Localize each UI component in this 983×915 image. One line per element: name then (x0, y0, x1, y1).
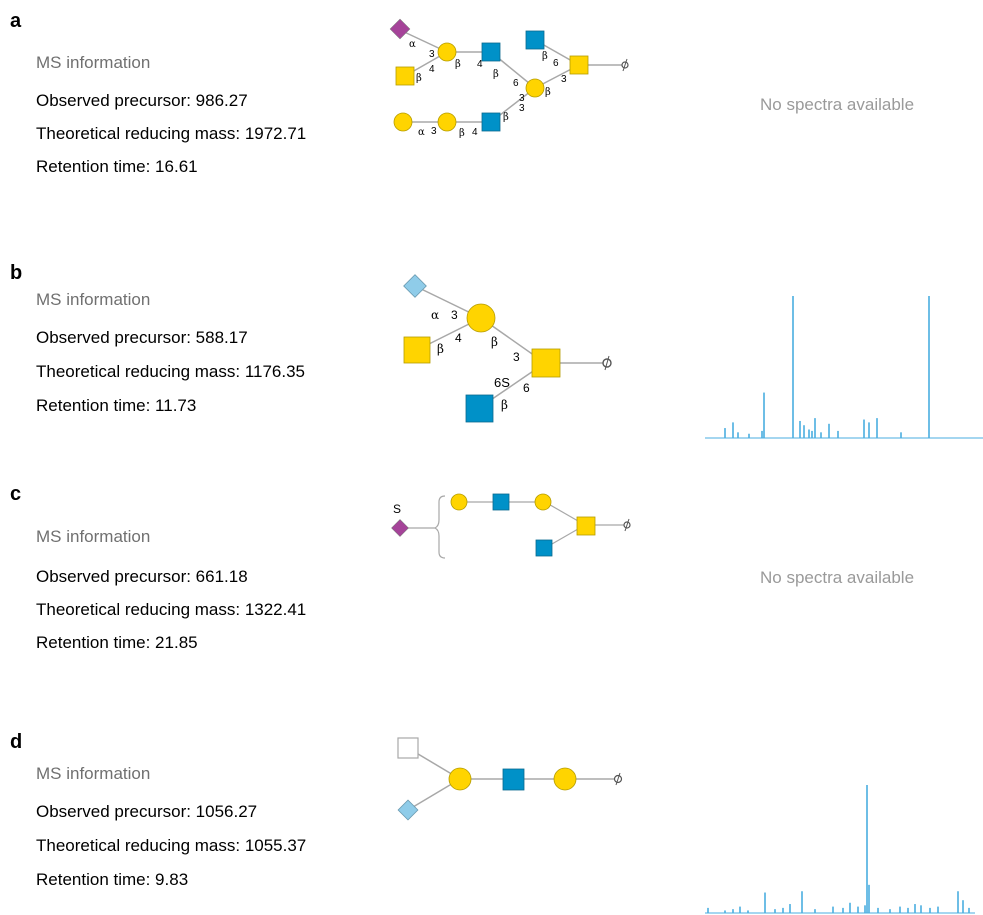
ms-information-header: MS information (36, 290, 151, 309)
glcnac-square-icon (481, 112, 501, 132)
svg-text:α: α (409, 39, 416, 50)
svg-text:3: 3 (429, 49, 435, 60)
galactose-circle-icon (393, 112, 413, 132)
svg-text:β: β (501, 398, 508, 412)
neu5ac-icon (389, 18, 411, 40)
ms-information-header: MS information (36, 764, 151, 783)
glcnac-square-icon (492, 493, 510, 511)
observed-precursor: Observed precursor: 588.17 (36, 328, 248, 347)
galactose-circle-icon (466, 303, 496, 333)
svg-text:β: β (542, 51, 548, 62)
svg-text:3: 3 (431, 126, 437, 137)
svg-text:β: β (416, 73, 422, 84)
svg-text:β: β (493, 69, 499, 80)
retention-time: Retention time: 11.73 (36, 396, 197, 415)
theoretical-reducing-mass: Theoretical reducing mass: 1055.37 (36, 836, 307, 855)
glycan-structure-b: α 3 4 β β 3 6S 6 β (403, 274, 612, 423)
svg-text:3: 3 (451, 308, 458, 322)
panel-letter-b: b (10, 262, 23, 284)
unknown-monosaccharide-icon (397, 737, 419, 759)
observed-precursor: Observed precursor: 986.27 (36, 91, 248, 110)
svg-text:3: 3 (561, 74, 567, 85)
svg-text:6: 6 (513, 78, 519, 89)
svg-text:3: 3 (519, 103, 525, 114)
svg-text:4: 4 (455, 331, 462, 345)
theoretical-reducing-mass: Theoretical reducing mass: 1322.41 (36, 600, 307, 619)
galactose-circle-icon (534, 493, 552, 511)
neu5gc-icon (397, 799, 419, 821)
svg-text:β: β (459, 128, 465, 139)
svg-text:6: 6 (523, 381, 530, 395)
galactose-circle-icon (437, 112, 457, 132)
svg-text:4: 4 (477, 59, 483, 70)
retention-time: Retention time: 21.85 (36, 633, 198, 652)
galactose-circle-icon (448, 767, 472, 791)
galactosamine-square-icon (576, 516, 596, 536)
galactose-circle-icon (450, 493, 468, 511)
observed-precursor: Observed precursor: 1056.27 (36, 802, 258, 821)
svg-text:3: 3 (513, 350, 520, 364)
glcnac-square-icon (465, 394, 494, 423)
galactose-circle-icon (437, 42, 457, 62)
glycan-structure-a: α 3 4 β β 4 β 6 α 3 β 4 β 3 3 β β 6 3 (389, 18, 629, 139)
galactosamine-square-icon (395, 66, 415, 86)
sulfate-label: S (393, 502, 401, 516)
neu5gc-icon (403, 274, 427, 298)
sulfate-label: 6S (494, 375, 510, 390)
no-spectra-message: No spectra available (760, 95, 915, 114)
svg-text:4: 4 (429, 64, 435, 75)
panel-letter-d: d (10, 731, 23, 753)
svg-text:α: α (418, 127, 425, 138)
svg-text:β: β (503, 112, 509, 123)
svg-text:β: β (491, 335, 498, 349)
panel-letter-a: a (10, 10, 22, 32)
svg-text:3: 3 (519, 93, 525, 104)
galactosamine-square-icon (569, 55, 589, 75)
ms-spectrum-d (705, 785, 975, 914)
glcnac-square-icon (535, 539, 553, 557)
observed-precursor: Observed precursor: 661.18 (36, 567, 248, 586)
glcnac-square-icon (502, 768, 525, 791)
glcnac-square-icon (525, 30, 545, 50)
galactosamine-square-icon (531, 348, 561, 378)
svg-text:α: α (431, 308, 439, 322)
no-spectra-message: No spectra available (760, 568, 915, 587)
svg-text:β: β (455, 59, 461, 70)
svg-text:6: 6 (553, 58, 559, 69)
panel-letter-c: c (10, 483, 22, 505)
galactose-circle-icon (553, 767, 577, 791)
theoretical-reducing-mass: Theoretical reducing mass: 1176.35 (36, 362, 306, 381)
glycan-structure-d (397, 737, 623, 821)
neu5ac-icon (391, 519, 409, 537)
glycan-structure-c: S (391, 493, 631, 559)
glcnac-square-icon (481, 42, 501, 62)
theoretical-reducing-mass: Theoretical reducing mass: 1972.71 (36, 124, 307, 143)
ms-information-header: MS information (36, 527, 151, 546)
retention-time: Retention time: 16.61 (36, 157, 198, 176)
svg-text:β: β (545, 87, 551, 98)
galactose-circle-icon (525, 78, 545, 98)
ms-information-header: MS information (36, 53, 151, 72)
ms-spectrum-b (705, 296, 983, 439)
svg-text:4: 4 (472, 127, 478, 138)
svg-text:β: β (437, 342, 444, 356)
galactosamine-square-icon (403, 336, 431, 364)
retention-time: Retention time: 9.83 (36, 870, 189, 889)
